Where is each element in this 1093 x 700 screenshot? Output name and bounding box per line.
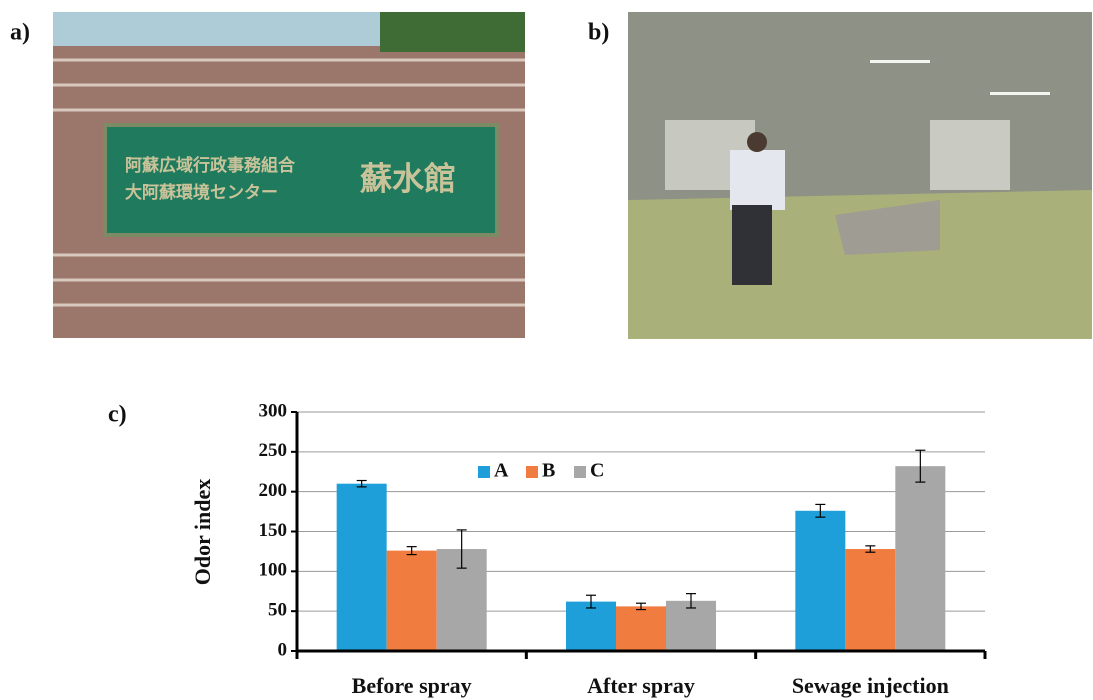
sign-text: 蘇水館 bbox=[360, 160, 456, 196]
bar bbox=[336, 483, 387, 651]
error-bar bbox=[356, 479, 367, 488]
y-tick-label: 0 bbox=[278, 639, 288, 660]
bar bbox=[386, 550, 437, 651]
y-axis-label: Odor index bbox=[190, 479, 215, 586]
error-bar bbox=[636, 602, 646, 611]
bar bbox=[795, 510, 846, 651]
panel-label: a) bbox=[10, 20, 30, 46]
photo-a: 阿蘇広域行政事務組合 大阿蘇環境センター 蘇水館 bbox=[53, 12, 525, 338]
x-tick-label: Before spray bbox=[352, 673, 472, 698]
legend-swatch bbox=[574, 466, 586, 478]
bar bbox=[845, 549, 896, 651]
y-tick-label: 200 bbox=[259, 480, 288, 501]
y-tick-label: 50 bbox=[268, 600, 287, 621]
legend-swatch bbox=[526, 466, 538, 478]
error-bar bbox=[456, 529, 467, 569]
legend-swatch bbox=[478, 466, 490, 478]
bar bbox=[895, 466, 946, 651]
photo-b bbox=[628, 12, 1092, 339]
error-bar bbox=[865, 545, 876, 553]
bar bbox=[666, 600, 716, 651]
error-bar bbox=[406, 546, 417, 556]
x-tick-label: After spray bbox=[587, 673, 695, 698]
legend-label: B bbox=[542, 460, 555, 482]
bar bbox=[616, 606, 666, 651]
y-tick-label: 100 bbox=[259, 560, 288, 581]
y-tick-label: 300 bbox=[259, 400, 288, 421]
legend-label: A bbox=[494, 460, 509, 482]
y-tick-label: 150 bbox=[259, 520, 288, 541]
bar bbox=[566, 601, 616, 651]
error-bar bbox=[915, 449, 926, 483]
legend-label: C bbox=[590, 460, 604, 482]
y-tick-label: 250 bbox=[259, 440, 288, 461]
error-bar bbox=[686, 593, 696, 609]
x-tick-label: Sewage injection bbox=[792, 673, 949, 698]
sign-text: 大阿蘇環境センター bbox=[125, 182, 278, 202]
error-bar bbox=[586, 594, 596, 609]
panel-label: b) bbox=[588, 20, 609, 46]
chart: 0 50 100 150 200 250 300 Odor index Before spray… bbox=[190, 400, 987, 698]
error-bar bbox=[815, 503, 826, 518]
panel-label: c) bbox=[108, 402, 127, 428]
sign-text: 阿蘇広域行政事務組合 bbox=[125, 155, 296, 175]
